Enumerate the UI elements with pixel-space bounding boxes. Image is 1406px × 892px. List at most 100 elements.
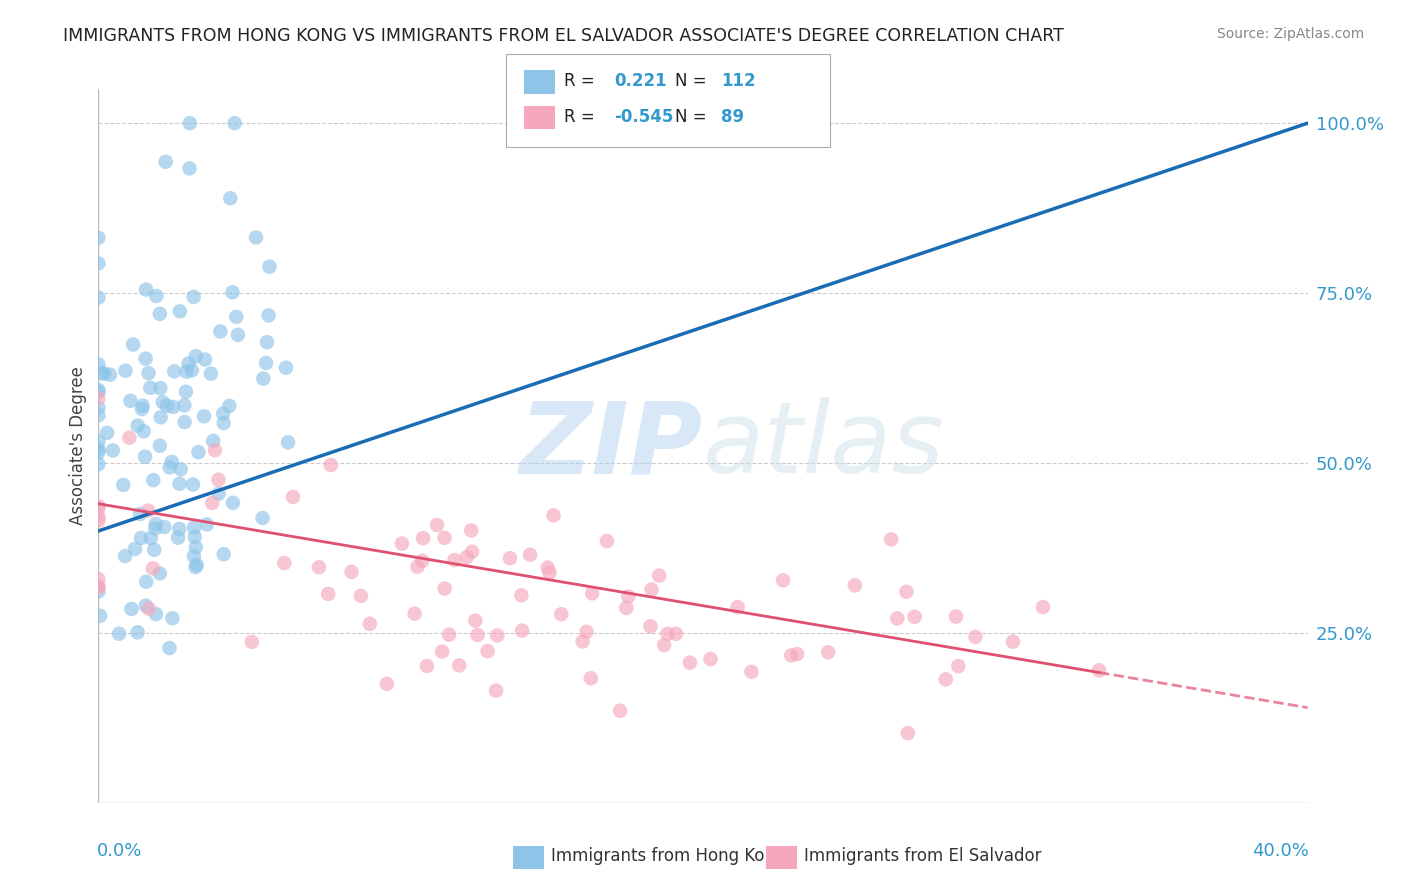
Point	[727, 600, 749, 615]
Point	[127, 625, 149, 640]
Point	[648, 568, 671, 582]
Point	[652, 638, 675, 652]
Point	[183, 290, 205, 304]
Point	[375, 677, 398, 691]
Point	[208, 486, 231, 500]
Point	[245, 230, 267, 244]
Text: ZIP: ZIP	[520, 398, 703, 494]
Point	[274, 360, 297, 375]
Point	[187, 445, 209, 459]
Point	[575, 624, 598, 639]
Point	[340, 565, 363, 579]
Point	[219, 191, 242, 205]
Point	[412, 531, 434, 545]
Point	[780, 648, 803, 663]
Point	[87, 434, 110, 449]
Point	[138, 366, 160, 380]
Point	[218, 399, 240, 413]
Point	[817, 645, 839, 659]
Point	[135, 599, 157, 613]
Point	[543, 508, 565, 523]
Point	[87, 256, 110, 270]
Point	[120, 393, 142, 408]
Point	[406, 559, 429, 574]
Point	[131, 399, 153, 413]
Point	[87, 499, 110, 513]
Point	[135, 283, 157, 297]
Point	[200, 367, 222, 381]
Point	[948, 659, 970, 673]
Point	[897, 726, 920, 740]
Point	[510, 624, 533, 638]
Point	[202, 434, 225, 448]
Point	[416, 659, 439, 673]
Point	[180, 363, 202, 377]
Text: 0.0%: 0.0%	[97, 842, 142, 860]
Point	[87, 401, 110, 415]
Point	[90, 366, 112, 380]
Point	[87, 514, 110, 528]
Point	[740, 665, 762, 679]
Point	[149, 381, 172, 395]
Point	[156, 399, 179, 413]
Point	[183, 520, 205, 534]
Point	[499, 551, 522, 566]
Point	[87, 392, 110, 406]
Point	[537, 560, 560, 574]
Point	[359, 616, 381, 631]
Point	[581, 586, 603, 600]
Point	[149, 307, 172, 321]
Point	[169, 476, 191, 491]
Text: Immigrants from El Salvador: Immigrants from El Salvador	[804, 847, 1042, 865]
Point	[550, 607, 572, 622]
Point	[162, 400, 184, 414]
Point	[142, 561, 165, 575]
Point	[184, 560, 207, 574]
Point	[89, 608, 111, 623]
Point	[254, 356, 277, 370]
Point	[596, 534, 619, 549]
Point	[486, 628, 509, 642]
Point	[142, 473, 165, 487]
Point	[163, 364, 186, 378]
Text: N =: N =	[675, 108, 706, 126]
Point	[640, 582, 662, 597]
Point	[108, 626, 131, 640]
Point	[155, 154, 177, 169]
Text: IMMIGRANTS FROM HONG KONG VS IMMIGRANTS FROM EL SALVADOR ASSOCIATE'S DEGREE CORR: IMMIGRANTS FROM HONG KONG VS IMMIGRANTS …	[63, 27, 1064, 45]
Point	[136, 503, 159, 517]
Point	[259, 260, 281, 274]
Point	[510, 588, 533, 602]
Point	[467, 628, 489, 642]
Point	[221, 285, 243, 300]
Point	[138, 601, 160, 615]
Point	[153, 520, 176, 534]
Point	[139, 381, 162, 395]
Point	[485, 683, 508, 698]
Point	[131, 402, 153, 417]
Point	[437, 627, 460, 641]
Text: Source: ZipAtlas.com: Source: ZipAtlas.com	[1216, 27, 1364, 41]
Point	[139, 531, 162, 545]
Point	[96, 425, 118, 440]
Point	[194, 352, 217, 367]
Point	[127, 418, 149, 433]
Point	[207, 473, 229, 487]
Point	[135, 351, 157, 366]
Point	[176, 365, 198, 379]
Point	[173, 415, 195, 429]
Point	[145, 607, 167, 621]
Point	[411, 554, 433, 568]
Point	[87, 580, 110, 594]
Point	[464, 614, 486, 628]
Point	[1032, 600, 1054, 615]
Point	[886, 611, 908, 625]
Point	[118, 431, 141, 445]
Point	[186, 558, 208, 572]
Point	[617, 590, 640, 604]
Point	[433, 531, 456, 545]
Text: -0.545: -0.545	[614, 108, 673, 126]
Point	[87, 457, 110, 471]
Point	[224, 116, 246, 130]
Point	[145, 516, 167, 531]
